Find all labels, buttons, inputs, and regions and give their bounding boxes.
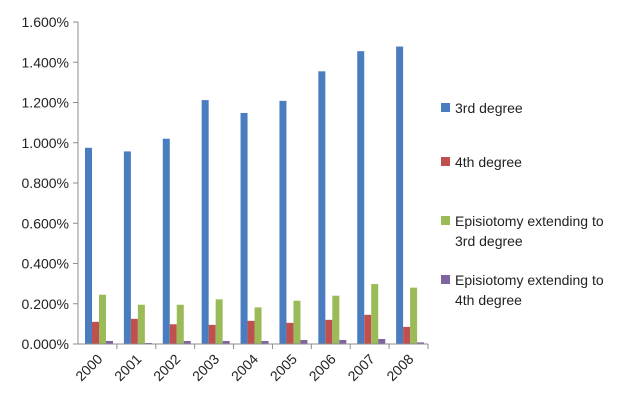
bar (183, 340, 191, 344)
bar (371, 284, 379, 344)
y-tick-label: 0.000% (22, 336, 69, 352)
bar (364, 314, 372, 344)
legend-label: 4th degree (455, 154, 522, 170)
legend-label: Episiotomy extending to (455, 213, 604, 229)
bar (261, 340, 269, 344)
legend-swatch (441, 275, 450, 284)
x-tick-label: 2007 (344, 351, 377, 384)
y-tick-label: 0.400% (22, 256, 69, 272)
bar (169, 324, 177, 344)
legend-label: 4th degree (455, 292, 522, 308)
bar (176, 304, 184, 344)
bar (332, 295, 340, 344)
bar (106, 340, 113, 344)
bar (123, 151, 131, 344)
legend-label: 3rd degree (455, 100, 523, 116)
bar (240, 112, 248, 344)
bar (137, 304, 145, 344)
bar (279, 100, 287, 344)
bar (99, 294, 106, 344)
bar (92, 321, 99, 344)
bar (339, 339, 347, 344)
bar (318, 71, 326, 345)
bar (300, 339, 308, 344)
bar (410, 287, 418, 344)
bar (417, 342, 425, 344)
legend-label: Episiotomy extending to (455, 272, 604, 288)
bar (293, 300, 301, 344)
legend-swatch (441, 216, 450, 225)
x-tick-label: 2002 (150, 351, 183, 384)
y-tick-label: 1.000% (22, 135, 69, 151)
x-tick-label: 2003 (189, 351, 222, 384)
bar (162, 138, 170, 344)
x-tick-label: 2006 (306, 351, 339, 384)
bar (222, 340, 230, 344)
legend: 3rd degree 4th degree Episiotomy extending… (441, 100, 604, 308)
x-tick-label: 2000 (72, 351, 105, 384)
y-tick-label: 1.600% (22, 14, 69, 30)
x-tick-label: 2008 (383, 351, 416, 384)
bar (85, 147, 92, 344)
bars-group (85, 46, 425, 345)
bar (215, 299, 223, 344)
bar (357, 51, 365, 345)
bar (403, 326, 411, 344)
bar (254, 307, 262, 344)
y-tick-label: 1.400% (22, 54, 69, 70)
y-tick-label: 0.800% (22, 175, 69, 191)
bar (378, 338, 386, 344)
bar (286, 322, 294, 344)
legend-swatch (441, 157, 450, 166)
axes-group (73, 21, 429, 349)
x-tick-label: 2004 (228, 351, 261, 384)
x-tick-label: 2001 (111, 351, 144, 384)
bar (208, 324, 216, 344)
bar (130, 318, 138, 344)
bar (247, 320, 255, 344)
bar (144, 342, 152, 344)
bar (325, 319, 333, 344)
x-tick-label: 2005 (267, 351, 300, 384)
legend-label: 3rd degree (455, 233, 523, 249)
legend-swatch (441, 103, 450, 112)
bar (201, 100, 209, 345)
y-tick-label: 0.600% (22, 215, 69, 231)
y-tick-label: 1.200% (22, 95, 69, 111)
bar (396, 46, 404, 345)
x-tick-labels: 2000 2001 2002 2003 2004 2005 2006 2007 2008 (72, 351, 417, 384)
y-tick-label: 0.200% (22, 296, 69, 312)
y-tick-labels: 0.000% 0.200% 0.400% 0.600% 0.800% 1.000% 1.20… (22, 14, 69, 352)
